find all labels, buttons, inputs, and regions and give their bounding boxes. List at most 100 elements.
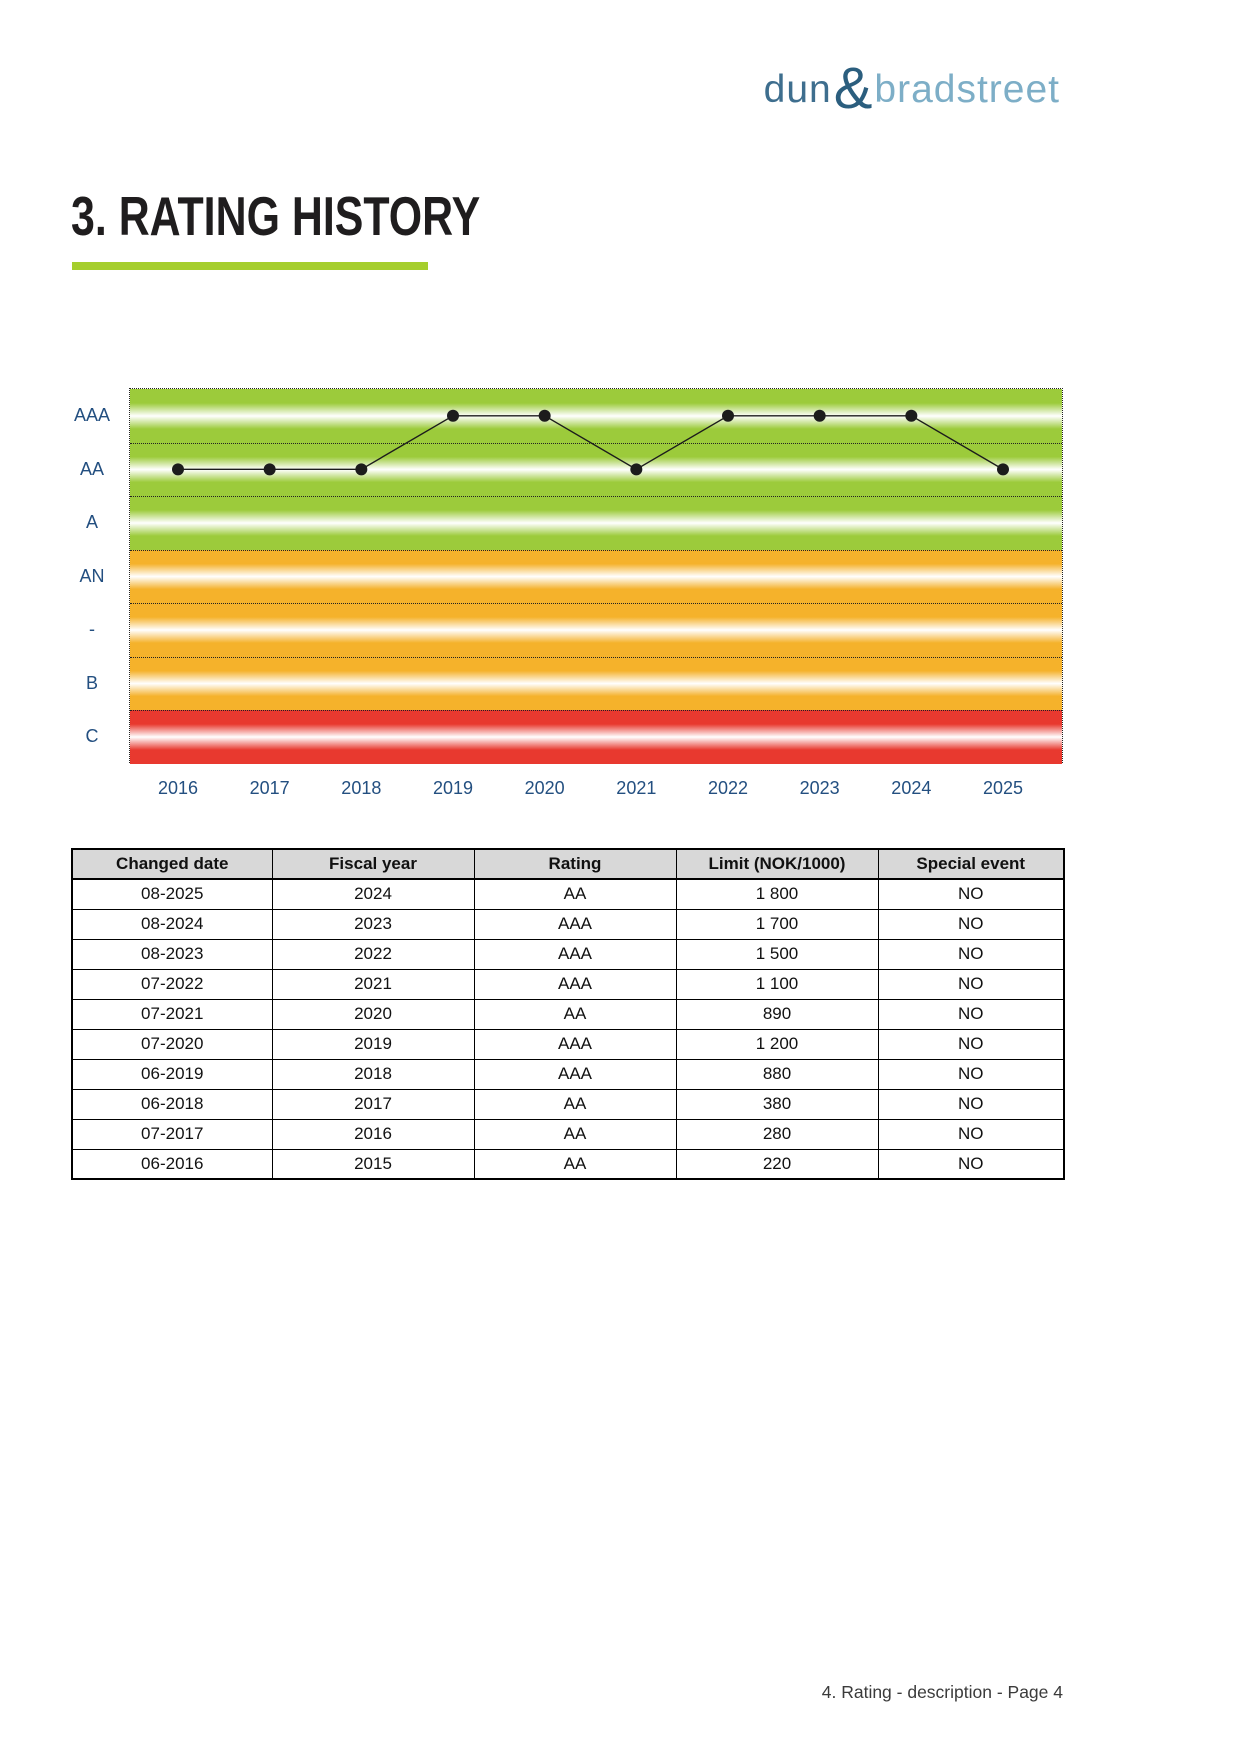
data-point-2019 [447,409,459,422]
table-cell: 2015 [271,1148,475,1180]
table-cell: 06-2018 [71,1088,273,1120]
table-cell: NO [877,1148,1065,1180]
table-row: 07-2022 2021 AAA 1 100 NO [71,968,1065,1000]
table-cell: 08-2025 [71,878,273,910]
band-boundary-line [130,496,1062,498]
table-header-row: Changed date Fiscal year Rating Limit (NOK/… [71,848,1065,880]
table-cell: 2017 [271,1088,475,1120]
table-cell: AA [473,1088,677,1120]
data-point-2020 [538,409,551,422]
data-point-2024 [905,409,918,422]
dnb-logo: dun & bradstreet [763,56,1060,121]
rating-band-- [130,603,1062,657]
table-cell: NO [877,908,1065,940]
table-cell: 07-2017 [71,1118,273,1150]
rating-band-B [130,656,1062,711]
table-cell: NO [877,998,1065,1030]
x-axis-label-2019: 2019 [432,778,474,798]
table-cell: NO [877,878,1065,910]
table-row: 07-2020 2019 AAA 1 200 NO [71,1028,1065,1060]
table-cell: 08-2024 [71,908,273,940]
data-point-2018 [355,463,368,476]
data-point-2022 [722,409,734,422]
table-cell: 2018 [271,1058,475,1090]
table-cell: 07-2020 [71,1028,273,1060]
band-boundary-line [130,656,1062,658]
table-cell: 2016 [271,1118,475,1150]
x-axis-label-2018: 2018 [341,778,382,798]
x-axis-label-2021: 2021 [616,778,657,798]
table-cell: 1 800 [675,878,879,910]
table-cell: 2024 [271,878,475,910]
table-cell: NO [877,938,1065,970]
table-cell: 06-2019 [71,1058,273,1090]
table-cell: 1 100 [675,968,879,1000]
table-cell: AA [473,878,677,910]
x-axis-label-2016: 2016 [157,778,199,798]
data-point-2021 [630,463,643,476]
column-header: Changed date [71,848,273,880]
table-row: 07-2021 2020 AA 890 NO [71,998,1065,1030]
table-cell: 07-2021 [71,998,273,1030]
table-cell: 2022 [271,938,475,970]
table-cell: NO [877,968,1065,1000]
rating-band-AN [130,549,1062,604]
table-cell: 2023 [271,908,475,940]
column-header: Fiscal year [271,848,475,880]
table-cell: 220 [675,1148,879,1180]
table-cell: 880 [675,1058,879,1090]
table-cell: 1 700 [675,908,879,940]
table-row: 08-2023 2022 AAA 1 500 NO [71,938,1065,970]
logo-text-bradstreet: bradstreet [874,68,1060,111]
table-cell: 380 [675,1088,879,1120]
data-point-2023 [813,409,826,422]
y-axis-label-AN: AN [79,565,105,586]
table-cell: AAA [473,938,677,970]
y-axis-label--: - [89,619,95,640]
y-axis-label-AAA: AAA [73,405,111,425]
title-underline [72,262,428,270]
y-axis-label-A: A [85,512,98,533]
table-cell: 07-2022 [71,968,273,1000]
x-axis-label-2020: 2020 [524,778,565,798]
table-row: 06-2018 2017 AA 380 NO [71,1088,1065,1120]
table-row: 06-2019 2018 AAA 880 NO [71,1058,1065,1090]
table-cell: AAA [473,1028,677,1060]
table-cell: 2019 [271,1028,475,1060]
table-cell: NO [877,1028,1065,1060]
band-boundary-line [130,603,1062,605]
table-cell: 1 200 [675,1028,879,1060]
data-point-2017 [263,463,276,476]
x-axis-label-2025: 2025 [982,778,1024,798]
table-row: 08-2025 2024 AA 1 800 NO [71,878,1065,910]
rating-line-svg [172,409,1009,476]
table-cell: 2020 [271,998,475,1030]
table-row: 07-2017 2016 AA 280 NO [71,1118,1065,1150]
table-cell: AAA [473,908,677,940]
page-footer: 4. Rating - description - Page 4 [821,1682,1063,1702]
column-header: Rating [473,848,677,880]
band-boundary-line [130,549,1062,551]
y-axis-label-B: B [85,672,98,693]
table-cell: NO [877,1058,1065,1090]
table-cell: 280 [675,1118,879,1150]
data-point-2025 [997,463,1009,476]
x-axis-label-2023: 2023 [799,778,840,798]
x-axis-label-2024: 2024 [891,778,932,798]
page-title: 3. RATING HISTORY [71,185,481,247]
data-point-2016 [172,463,184,476]
x-axis-label-2017: 2017 [249,778,290,798]
table-row: 08-2024 2023 AAA 1 700 NO [71,908,1065,940]
table-cell: 1 500 [675,938,879,970]
table-cell: NO [877,1088,1065,1120]
rating-line [178,415,1004,471]
table-cell: AA [473,1118,677,1150]
y-axis-label-C: C [85,726,99,747]
column-header: Limit (NOK/1000) [675,848,879,880]
table-cell: 2021 [271,968,475,1000]
table-cell: 890 [675,998,879,1030]
table-cell: AAA [473,1058,677,1090]
table-cell: AA [473,998,677,1030]
table-row: 06-2016 2015 AA 220 NO [71,1148,1065,1180]
